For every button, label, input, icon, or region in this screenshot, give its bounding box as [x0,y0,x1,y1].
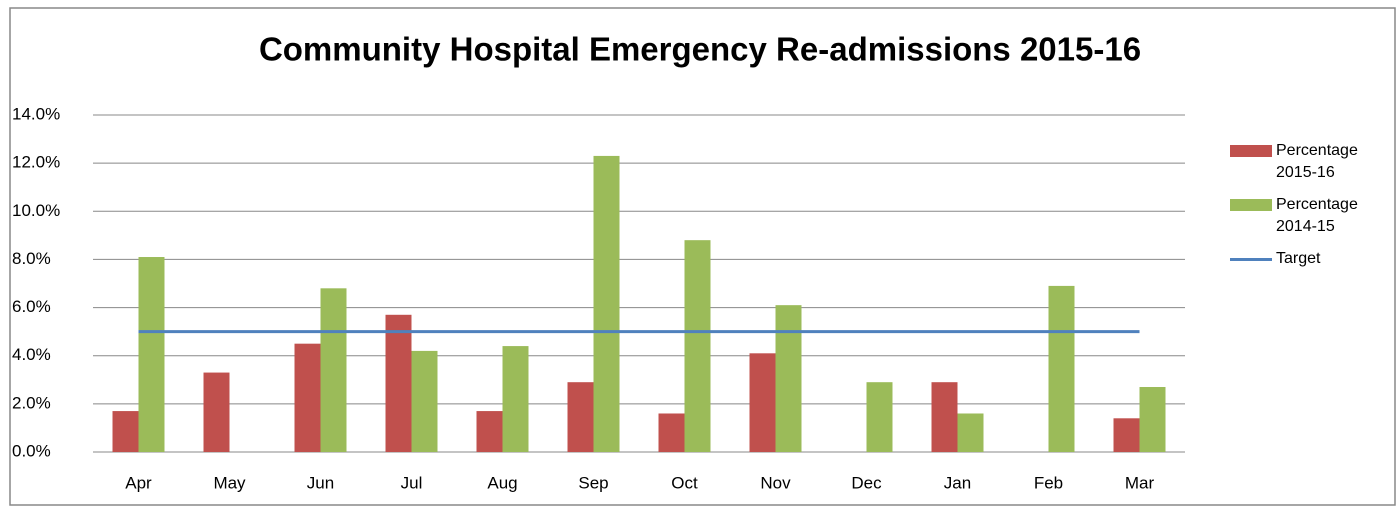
legend-label: Percentage 2014-15 [1276,196,1358,235]
bar [502,346,529,452]
bar [567,382,594,452]
bar [775,305,802,452]
x-tick-label: Jan [944,473,971,492]
legend-label: Target [1276,250,1321,267]
y-tick-label: 6.0% [12,297,51,316]
legend-key [1230,145,1272,157]
x-tick-label: Nov [760,473,791,492]
bar [1139,387,1166,452]
x-tick-label: May [213,473,246,492]
x-tick-label: Oct [671,473,698,492]
legend-key [1230,199,1272,211]
x-tick-label: Apr [125,473,152,492]
legend-item: Target [1230,248,1390,270]
x-tick-label: Mar [1125,473,1155,492]
bar [931,382,958,452]
bar [320,288,347,452]
y-tick-label: 0.0% [12,441,51,460]
legend-item: Percentage 2015-16 [1230,140,1390,184]
x-tick-label: Sep [578,473,608,492]
bar [749,353,776,452]
legend-item: Percentage 2014-15 [1230,194,1390,238]
legend: Percentage 2015-16 Percentage 2014-15 Targ… [1230,140,1390,280]
x-tick-label: Jul [401,473,423,492]
y-tick-label: 12.0% [12,153,60,172]
bar [294,343,321,452]
x-tick-label: Aug [487,473,517,492]
x-tick-label: Feb [1034,473,1063,492]
legend-key [1230,258,1272,261]
bar [684,240,711,452]
bar [385,314,412,452]
bar [203,372,230,452]
bar [476,411,503,452]
x-tick-label: Jun [307,473,334,492]
bar [957,413,984,452]
y-tick-label: 10.0% [12,201,60,220]
x-tick-label: Dec [851,473,882,492]
y-tick-label: 8.0% [12,249,51,268]
bar [1048,285,1075,452]
bar [866,382,893,452]
y-tick-label: 2.0% [12,393,51,412]
bar [138,257,165,452]
bar [593,155,620,452]
legend-label: Percentage 2015-16 [1276,142,1358,181]
bar [1113,418,1140,452]
y-tick-label: 14.0% [12,104,60,123]
bar [112,411,139,452]
y-tick-label: 4.0% [12,345,51,364]
bar [411,350,438,452]
chart-title: Community Hospital Emergency Re-admissio… [259,31,1141,68]
bar [658,413,685,452]
